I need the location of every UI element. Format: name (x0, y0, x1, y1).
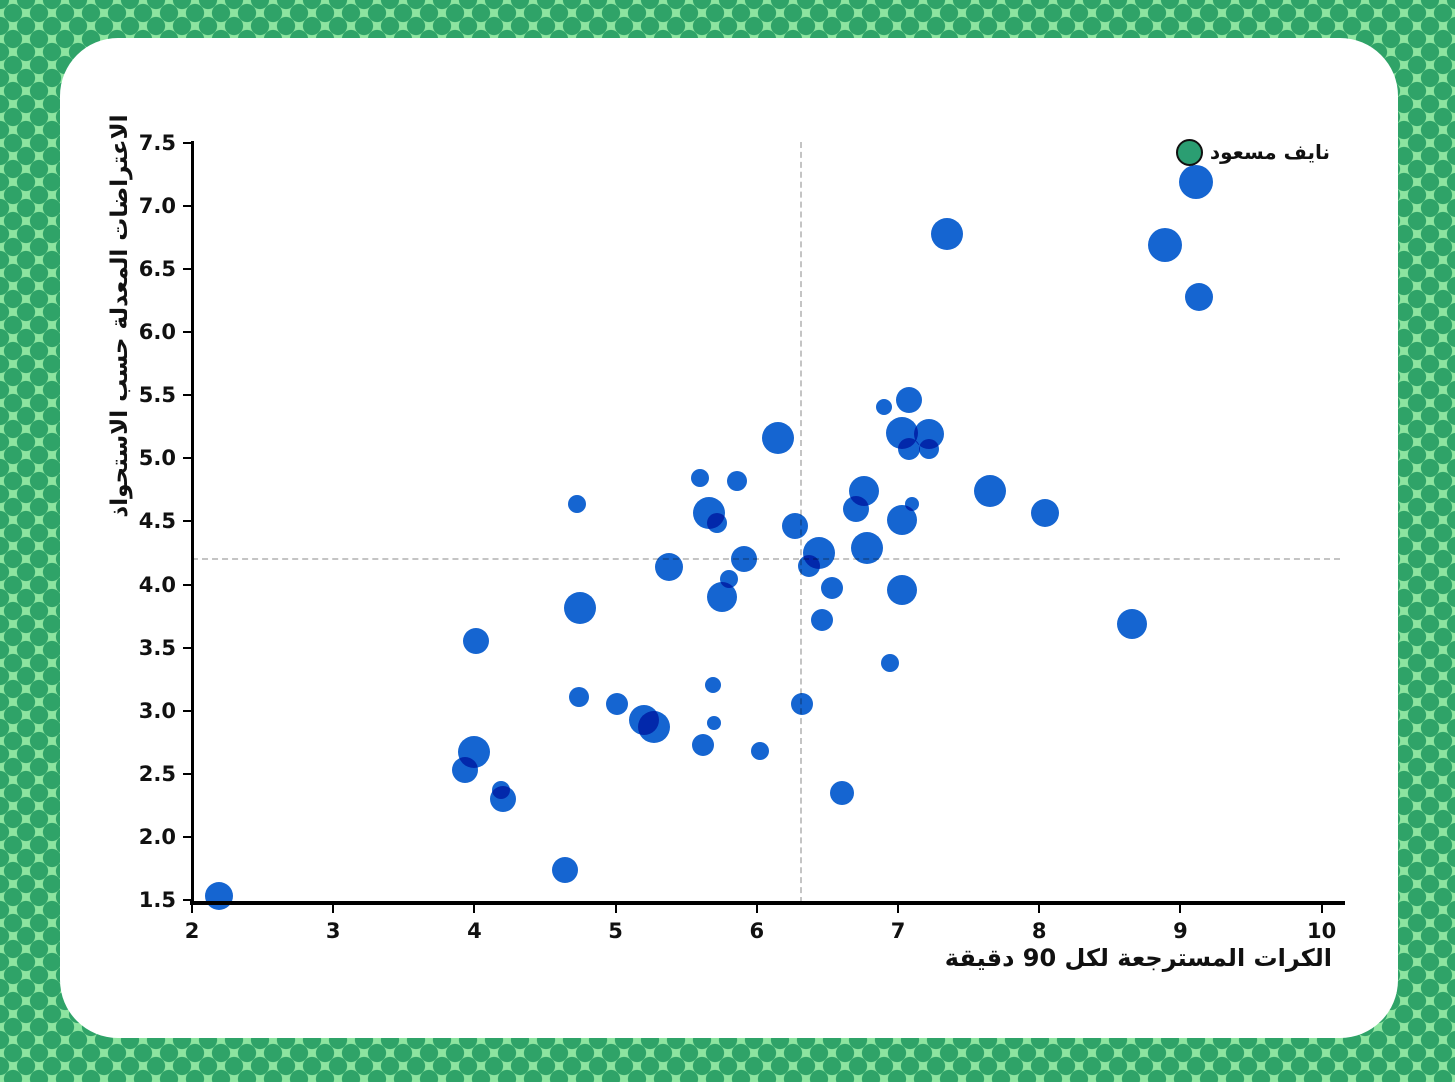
data-point (1117, 608, 1148, 639)
data-point (727, 471, 748, 492)
x-tick-mark (1038, 905, 1041, 913)
y-tick-label: 1.5 (138, 888, 176, 912)
y-tick-mark (183, 331, 191, 334)
y-tick-label: 7.5 (138, 130, 176, 155)
data-point (707, 512, 728, 533)
reference-line-horizontal (192, 558, 1340, 561)
data-point (829, 780, 854, 805)
annotation-label: نايف مسعود (1209, 140, 1330, 165)
x-axis-title: الكرات المسترجعة لكل 90 دقيقة (944, 944, 1332, 972)
data-point (691, 469, 710, 488)
data-point (458, 736, 491, 769)
y-tick-mark (183, 835, 191, 838)
data-point (606, 693, 628, 716)
x-tick-mark (191, 905, 193, 913)
y-tick-label: 3.0 (138, 698, 176, 723)
data-point (802, 536, 835, 569)
data-point (875, 398, 892, 415)
data-point (564, 592, 597, 625)
x-tick-label: 4 (467, 919, 482, 943)
y-tick-mark (183, 520, 191, 523)
y-axis-title: الاعتراضات المعدلة حسب الاستحواذ (107, 114, 134, 518)
data-point (568, 686, 589, 707)
y-tick-mark (183, 772, 191, 775)
chart-card (60, 38, 1398, 1038)
data-point (1030, 498, 1059, 527)
y-tick-label: 7.0 (138, 193, 176, 218)
x-axis (190, 901, 1345, 905)
x-tick-label: 7 (890, 919, 906, 943)
y-tick-label: 2.0 (138, 824, 176, 849)
x-tick-mark (1179, 905, 1182, 913)
data-point (637, 711, 670, 744)
y-tick-label: 2.5 (138, 761, 176, 786)
data-point (919, 439, 940, 460)
data-point (750, 742, 769, 761)
data-point (204, 882, 233, 911)
x-tick-mark (897, 905, 899, 913)
data-point (692, 733, 715, 756)
y-tick-label: 3.5 (138, 635, 176, 660)
data-point (568, 494, 587, 513)
x-tick-label: 9 (1173, 919, 1188, 943)
x-tick-mark (332, 905, 335, 913)
y-tick-mark (183, 204, 191, 207)
data-point (705, 677, 722, 694)
data-point (719, 570, 738, 589)
y-tick-label: 6.5 (138, 257, 176, 281)
y-tick-mark (183, 646, 191, 649)
x-tick-label: 6 (749, 919, 765, 943)
x-tick-label: 8 (1031, 919, 1047, 943)
y-tick-mark (183, 899, 191, 901)
data-point (462, 628, 489, 655)
y-tick-mark (183, 709, 191, 712)
data-point (551, 856, 578, 883)
y-tick-mark (183, 457, 191, 460)
data-point (1178, 164, 1213, 199)
data-point (887, 574, 918, 605)
data-point (810, 608, 833, 631)
x-tick-label: 5 (608, 919, 623, 943)
data-point (1147, 228, 1182, 263)
y-tick-label: 6.0 (138, 320, 176, 345)
data-point (707, 716, 722, 731)
y-tick-mark (183, 268, 191, 270)
x-tick-mark (614, 905, 617, 913)
data-point (849, 476, 880, 507)
y-tick-mark (183, 583, 191, 586)
x-tick-mark (1320, 905, 1323, 913)
data-point (896, 387, 923, 414)
y-tick-label: 5.5 (138, 383, 176, 408)
y-tick-label: 5.0 (138, 446, 176, 471)
data-point (820, 577, 843, 600)
x-tick-mark (473, 905, 476, 913)
x-tick-label: 3 (325, 919, 341, 943)
y-tick-label: 4.5 (138, 509, 176, 534)
y-tick-mark (183, 394, 191, 397)
data-point (931, 217, 964, 250)
data-point (781, 513, 808, 540)
y-tick-label: 4.0 (138, 572, 176, 597)
data-point (761, 422, 794, 455)
y-axis (191, 141, 194, 905)
data-point (905, 496, 920, 511)
data-point (489, 786, 516, 813)
highlight-annotation: نايف مسعود (1175, 138, 1330, 166)
data-point (880, 653, 899, 672)
data-point (655, 552, 684, 581)
x-tick-label: 10 (1306, 919, 1337, 943)
data-point (731, 546, 758, 573)
data-point (1184, 282, 1213, 311)
highlighted-point (1175, 138, 1203, 166)
data-point (898, 438, 921, 461)
y-tick-mark (183, 141, 191, 144)
data-point (790, 693, 813, 716)
x-tick-mark (755, 905, 758, 913)
data-point (973, 475, 1006, 508)
x-tick-label: 2 (184, 919, 200, 943)
data-point (850, 531, 883, 564)
